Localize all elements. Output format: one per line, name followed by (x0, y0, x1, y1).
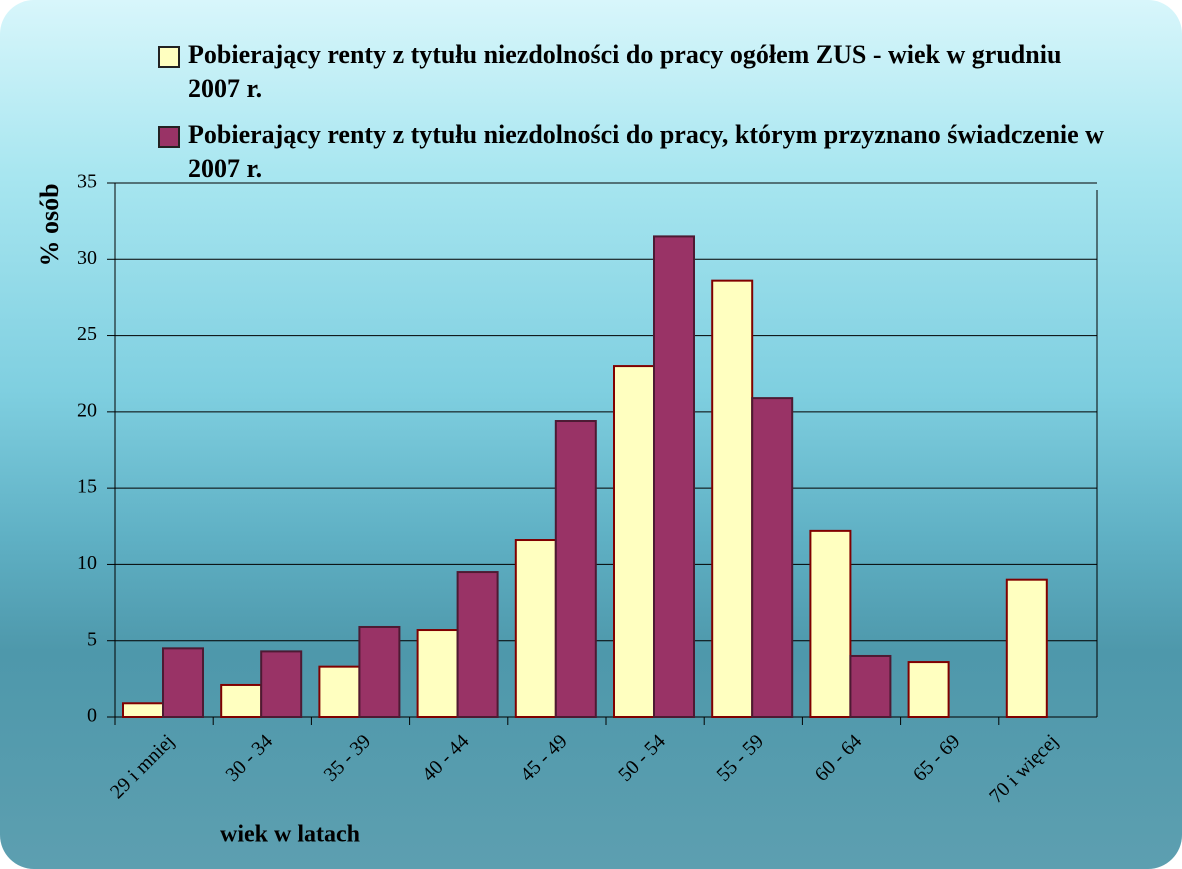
bar (261, 651, 301, 717)
bar (654, 236, 694, 717)
x-tick-label: 55 - 59 (712, 730, 768, 786)
x-axis-title: wiek w latach (220, 822, 360, 848)
legend-swatch (158, 126, 180, 148)
x-tick-label: 65 - 69 (909, 730, 965, 786)
grid (115, 183, 1097, 717)
bar (712, 281, 752, 717)
legend-swatch (158, 46, 180, 68)
legend-item: Pobierający renty z tytułu niezdolności … (158, 118, 1118, 186)
x-tick-label: 60 - 64 (811, 730, 867, 786)
y-tick-label: 20 (77, 399, 97, 421)
page: % osób wiek w latach 0 5 10 15 20 25 30 35 29 i … (0, 0, 1182, 869)
bar (319, 667, 359, 717)
legend-item: Pobierający renty z tytułu niezdolności … (158, 38, 1118, 106)
x-tick-label: 45 - 49 (516, 730, 572, 786)
x-tick-label: 50 - 54 (614, 730, 670, 786)
bar (556, 421, 596, 717)
bar (909, 662, 949, 717)
x-tick-label: 30 - 34 (221, 730, 277, 786)
y-axis-title: % osób (35, 183, 64, 266)
x-tick-label: 40 - 44 (418, 730, 474, 786)
x-tick-label: 70 i więcej (985, 730, 1063, 808)
bar (614, 366, 654, 717)
bar (123, 703, 163, 717)
bar (1007, 580, 1047, 717)
y-tick-label: 15 (77, 476, 97, 498)
legend-label: Pobierający renty z tytułu niezdolności … (188, 38, 1118, 106)
bar (752, 398, 792, 717)
bar (458, 572, 498, 717)
y-tick-label: 25 (77, 323, 97, 345)
bar (850, 656, 890, 717)
y-tick-label: 5 (87, 628, 97, 650)
x-tick-label: 35 - 39 (320, 730, 376, 786)
legend-label: Pobierający renty z tytułu niezdolności … (188, 118, 1118, 186)
y-tick-label: 10 (77, 552, 97, 574)
bar (163, 648, 203, 717)
bar (810, 531, 850, 717)
bar (221, 685, 261, 717)
bar (359, 627, 399, 717)
y-tick-label: 35 (77, 171, 97, 193)
y-tick-label: 0 (87, 705, 97, 727)
bar (516, 540, 556, 717)
x-tick-label: 29 i mniej (106, 730, 179, 803)
y-tick-label: 30 (77, 247, 97, 269)
bar (418, 630, 458, 717)
